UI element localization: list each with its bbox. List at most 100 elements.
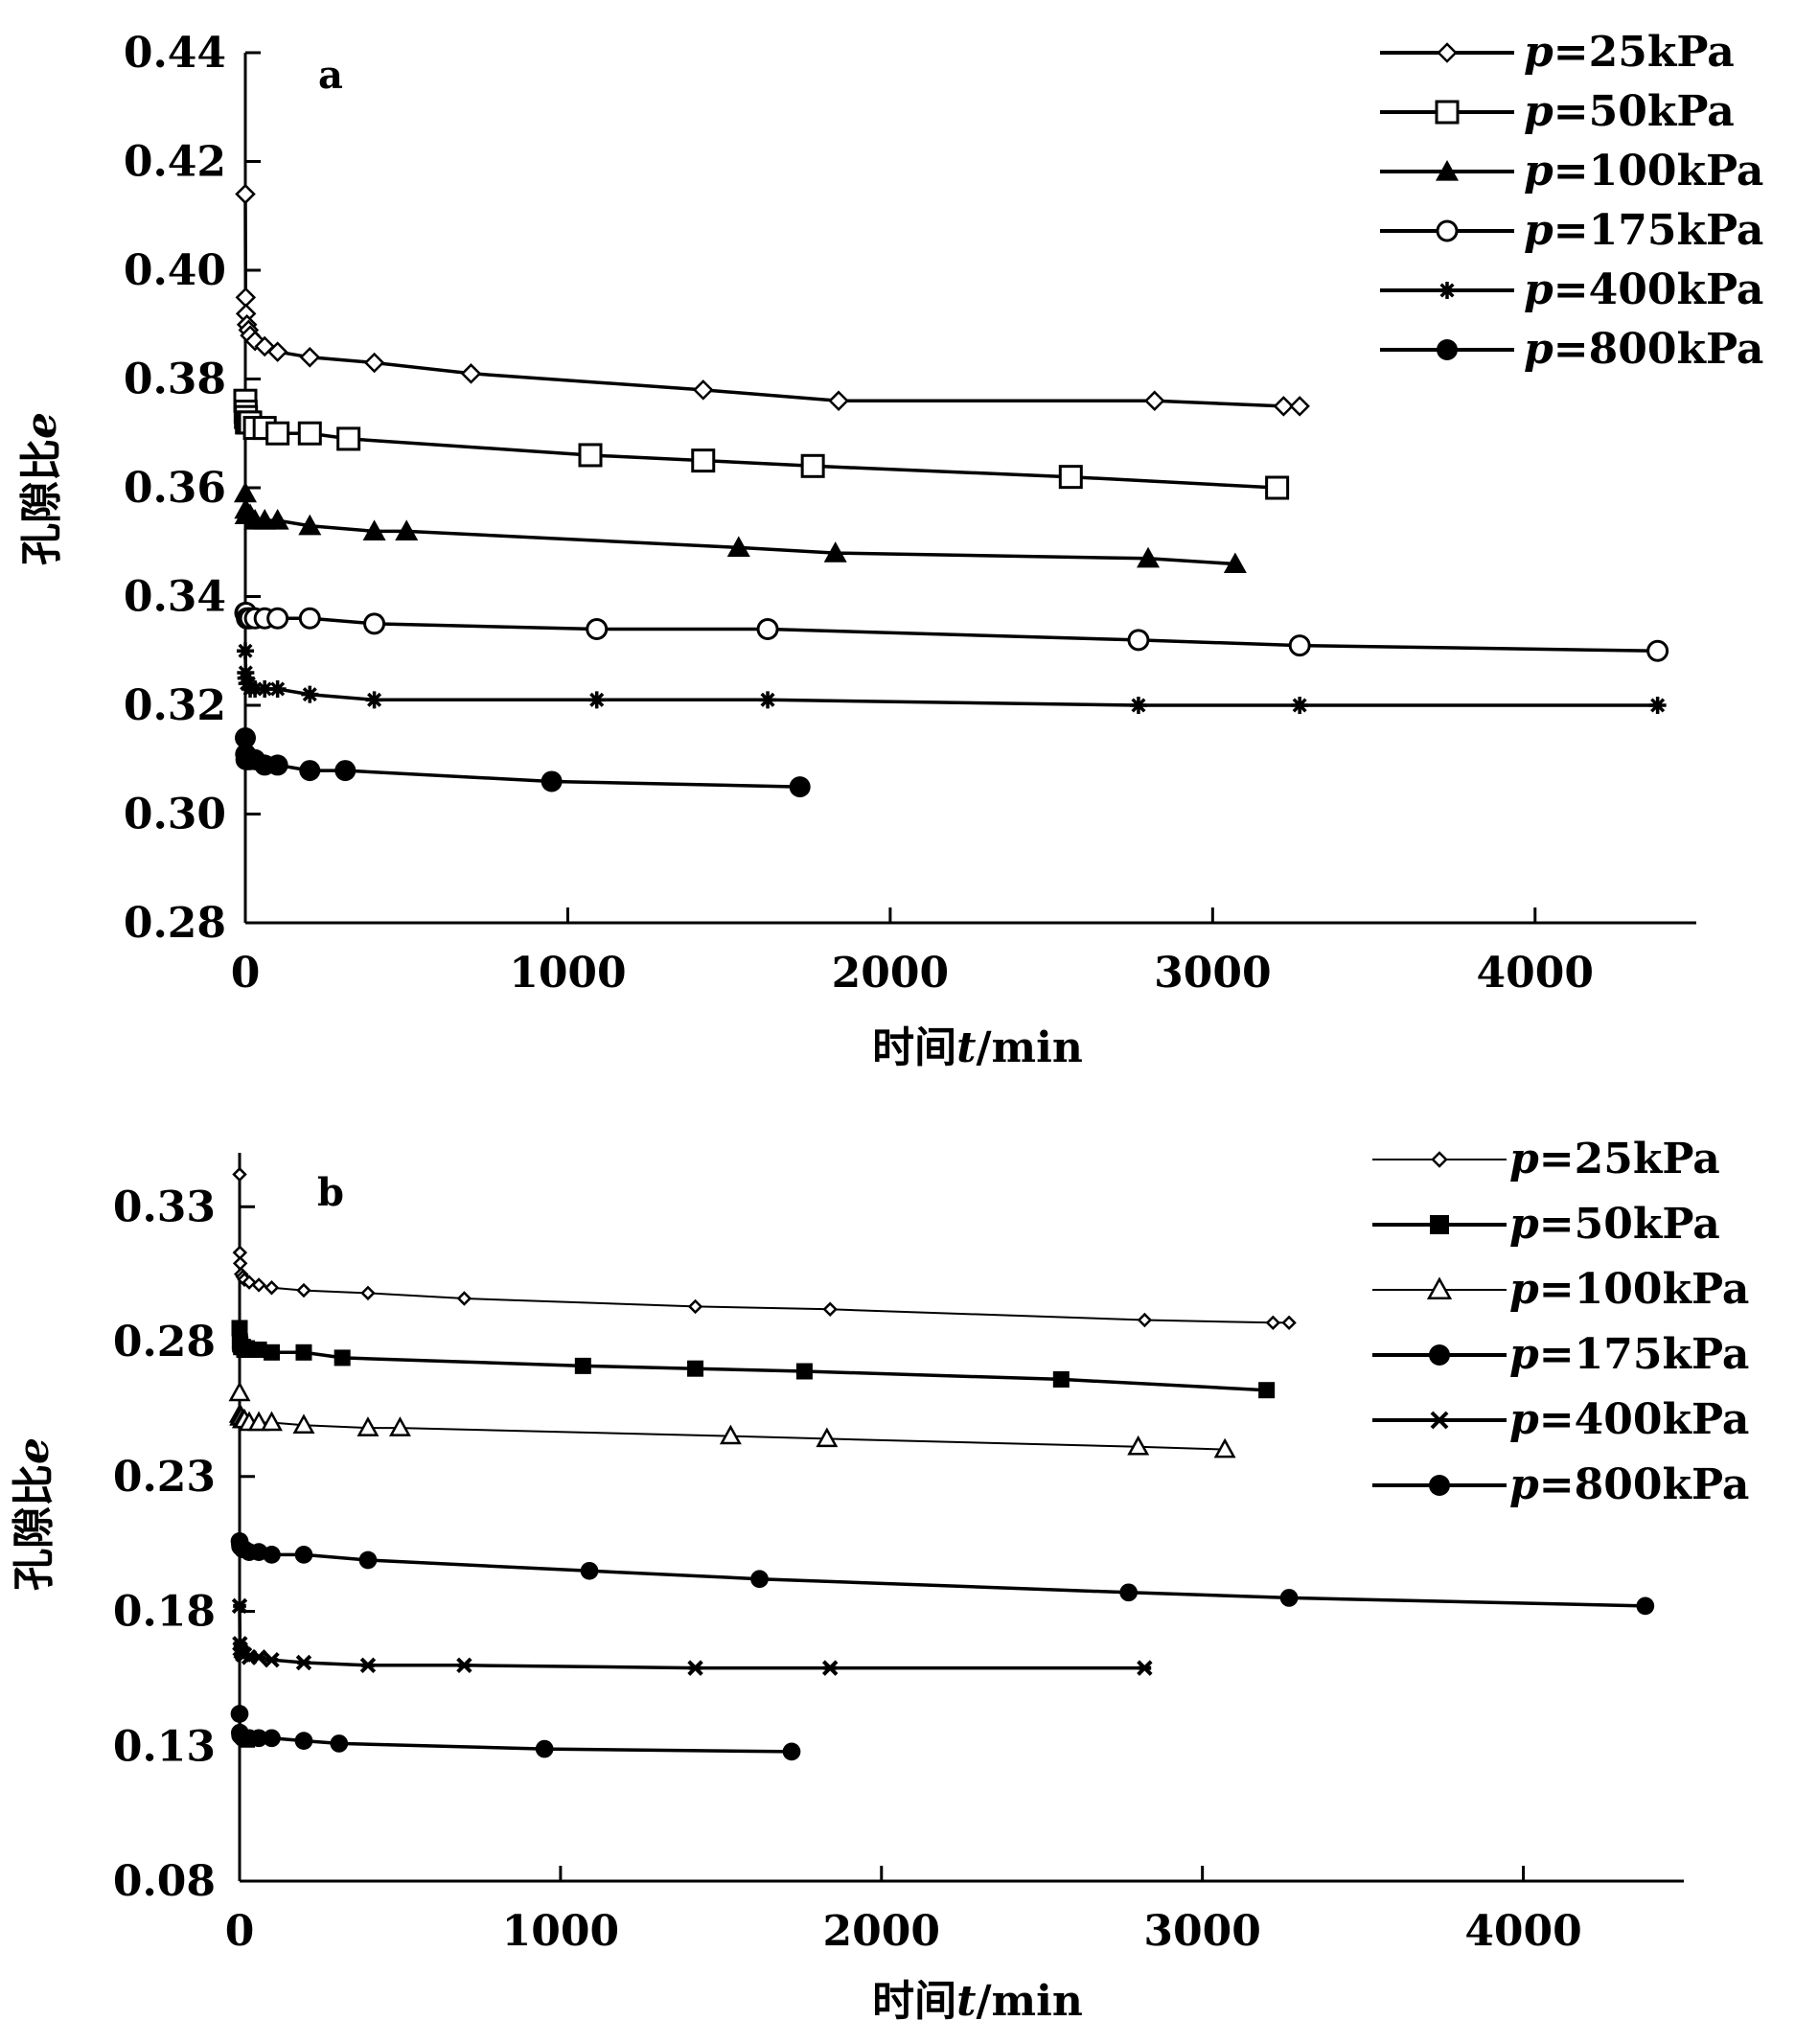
data-point xyxy=(294,1732,313,1750)
data-point xyxy=(235,727,256,749)
data-point xyxy=(580,1561,599,1580)
data-point xyxy=(330,1734,349,1753)
legend-label: p=100kPa xyxy=(1524,147,1763,195)
data-point xyxy=(456,1291,472,1306)
legend-label-var: p xyxy=(1509,1265,1539,1314)
data-point xyxy=(1289,396,1310,417)
y-tick-label: 0.28 xyxy=(113,1318,216,1366)
data-point xyxy=(1265,475,1290,500)
data-point xyxy=(246,679,265,698)
data-point xyxy=(264,1280,280,1296)
legend-label-rest: =800kPa xyxy=(1539,1460,1750,1509)
series-2 xyxy=(228,1381,1236,1458)
data-point xyxy=(1127,1435,1150,1456)
y-tick-label: 0.23 xyxy=(113,1453,216,1502)
data-point xyxy=(362,519,386,540)
data-point xyxy=(298,607,321,630)
data-point xyxy=(1137,546,1161,568)
series-line xyxy=(238,1541,1645,1608)
legend: p=25kPap=50kPap=100kPap=175kPap=400kPap=… xyxy=(1380,28,1763,374)
legend-label: p=800kPa xyxy=(1524,325,1763,374)
series-0 xyxy=(232,1166,1297,1331)
legend-label: p=400kPa xyxy=(1524,265,1763,314)
data-point xyxy=(1119,1583,1138,1602)
legend-label-var: p xyxy=(1509,1200,1539,1249)
y-tick-label: 0.36 xyxy=(124,464,226,513)
data-point xyxy=(1646,639,1669,662)
y-tick-label: 0.08 xyxy=(113,1857,216,1906)
series-5 xyxy=(235,727,811,798)
data-point xyxy=(1137,1312,1153,1328)
x-axis-title: 时间t/min xyxy=(872,1023,1083,1072)
data-point xyxy=(1648,697,1667,714)
data-point xyxy=(249,1729,268,1748)
x-tick-label: 1000 xyxy=(502,1907,619,1956)
legend-label: p=400kPa xyxy=(1509,1395,1749,1444)
x-tick-label: 1000 xyxy=(509,949,626,998)
legend-label-rest: =800kPa xyxy=(1553,325,1764,374)
legend-label-rest: =400kPa xyxy=(1553,265,1764,314)
chart-panel-a: 0.28 0.30 0.32 0.34 0.36 0.38 0.40 0.42 0.44 0 100… xyxy=(17,28,1763,1072)
legend-label-var: p xyxy=(1509,1135,1539,1183)
x-axis-title-var: t xyxy=(956,1977,976,2026)
data-point xyxy=(231,1320,248,1337)
data-point xyxy=(235,287,257,309)
x-axis-title-prefix: 时间 xyxy=(872,1977,956,2026)
data-point xyxy=(1058,465,1083,490)
data-point xyxy=(237,642,254,660)
x-tick-label: 0 xyxy=(231,949,261,998)
data-point xyxy=(587,691,606,709)
legend-label-var: p xyxy=(1524,265,1553,314)
data-point xyxy=(456,1657,472,1674)
legend-label-rest: =100kPa xyxy=(1553,147,1764,195)
legend-marker xyxy=(1437,42,1458,63)
y-axis-title: 孔隙比e xyxy=(10,1437,58,1591)
legend-marker xyxy=(1430,1215,1449,1234)
panel-tag: b xyxy=(317,1170,344,1215)
x-tick-label: 0 xyxy=(225,1907,255,1956)
data-point xyxy=(800,453,825,478)
legend-label-rest: =400kPa xyxy=(1539,1395,1750,1444)
data-point xyxy=(230,1705,249,1723)
data-point xyxy=(298,514,322,536)
data-point xyxy=(1137,1660,1153,1676)
x-axis-title-prefix: 时间 xyxy=(872,1023,956,1072)
x-tick-label: 3000 xyxy=(1143,1907,1260,1956)
data-point xyxy=(256,679,274,698)
data-point xyxy=(295,1344,312,1361)
data-point xyxy=(1052,1370,1070,1388)
legend-label-var: p xyxy=(1524,147,1553,195)
data-point xyxy=(266,754,288,776)
data-point xyxy=(726,536,750,558)
series-5 xyxy=(230,1705,801,1761)
series-line xyxy=(238,1327,1267,1392)
legend-marker xyxy=(1429,1344,1450,1366)
y-tick-label: 0.32 xyxy=(124,681,226,730)
data-point xyxy=(301,685,319,703)
legend-label-var: p xyxy=(1524,206,1553,255)
data-point xyxy=(263,1344,280,1361)
y-axis-title: 孔隙比e xyxy=(17,412,66,565)
data-point xyxy=(1265,1315,1281,1331)
x-tick-label: 3000 xyxy=(1154,949,1271,998)
legend-label-rest: =100kPa xyxy=(1539,1265,1750,1314)
data-point xyxy=(395,519,419,540)
legend-label: p=50kPa xyxy=(1524,87,1735,136)
data-point xyxy=(357,1416,380,1436)
series-0 xyxy=(235,183,1310,417)
data-point xyxy=(816,1427,839,1448)
y-tick-label: 0.38 xyxy=(124,356,226,404)
data-point xyxy=(232,1166,247,1183)
data-point xyxy=(1636,1596,1655,1616)
data-point xyxy=(228,1381,251,1402)
data-point xyxy=(232,1255,248,1272)
legend-label-rest: =25kPa xyxy=(1539,1135,1720,1183)
series-line xyxy=(243,738,800,789)
data-point xyxy=(687,1360,704,1377)
data-point xyxy=(360,1285,376,1301)
data-point xyxy=(789,776,811,798)
data-point xyxy=(821,1660,839,1676)
data-point xyxy=(578,443,603,468)
data-point xyxy=(235,183,256,205)
